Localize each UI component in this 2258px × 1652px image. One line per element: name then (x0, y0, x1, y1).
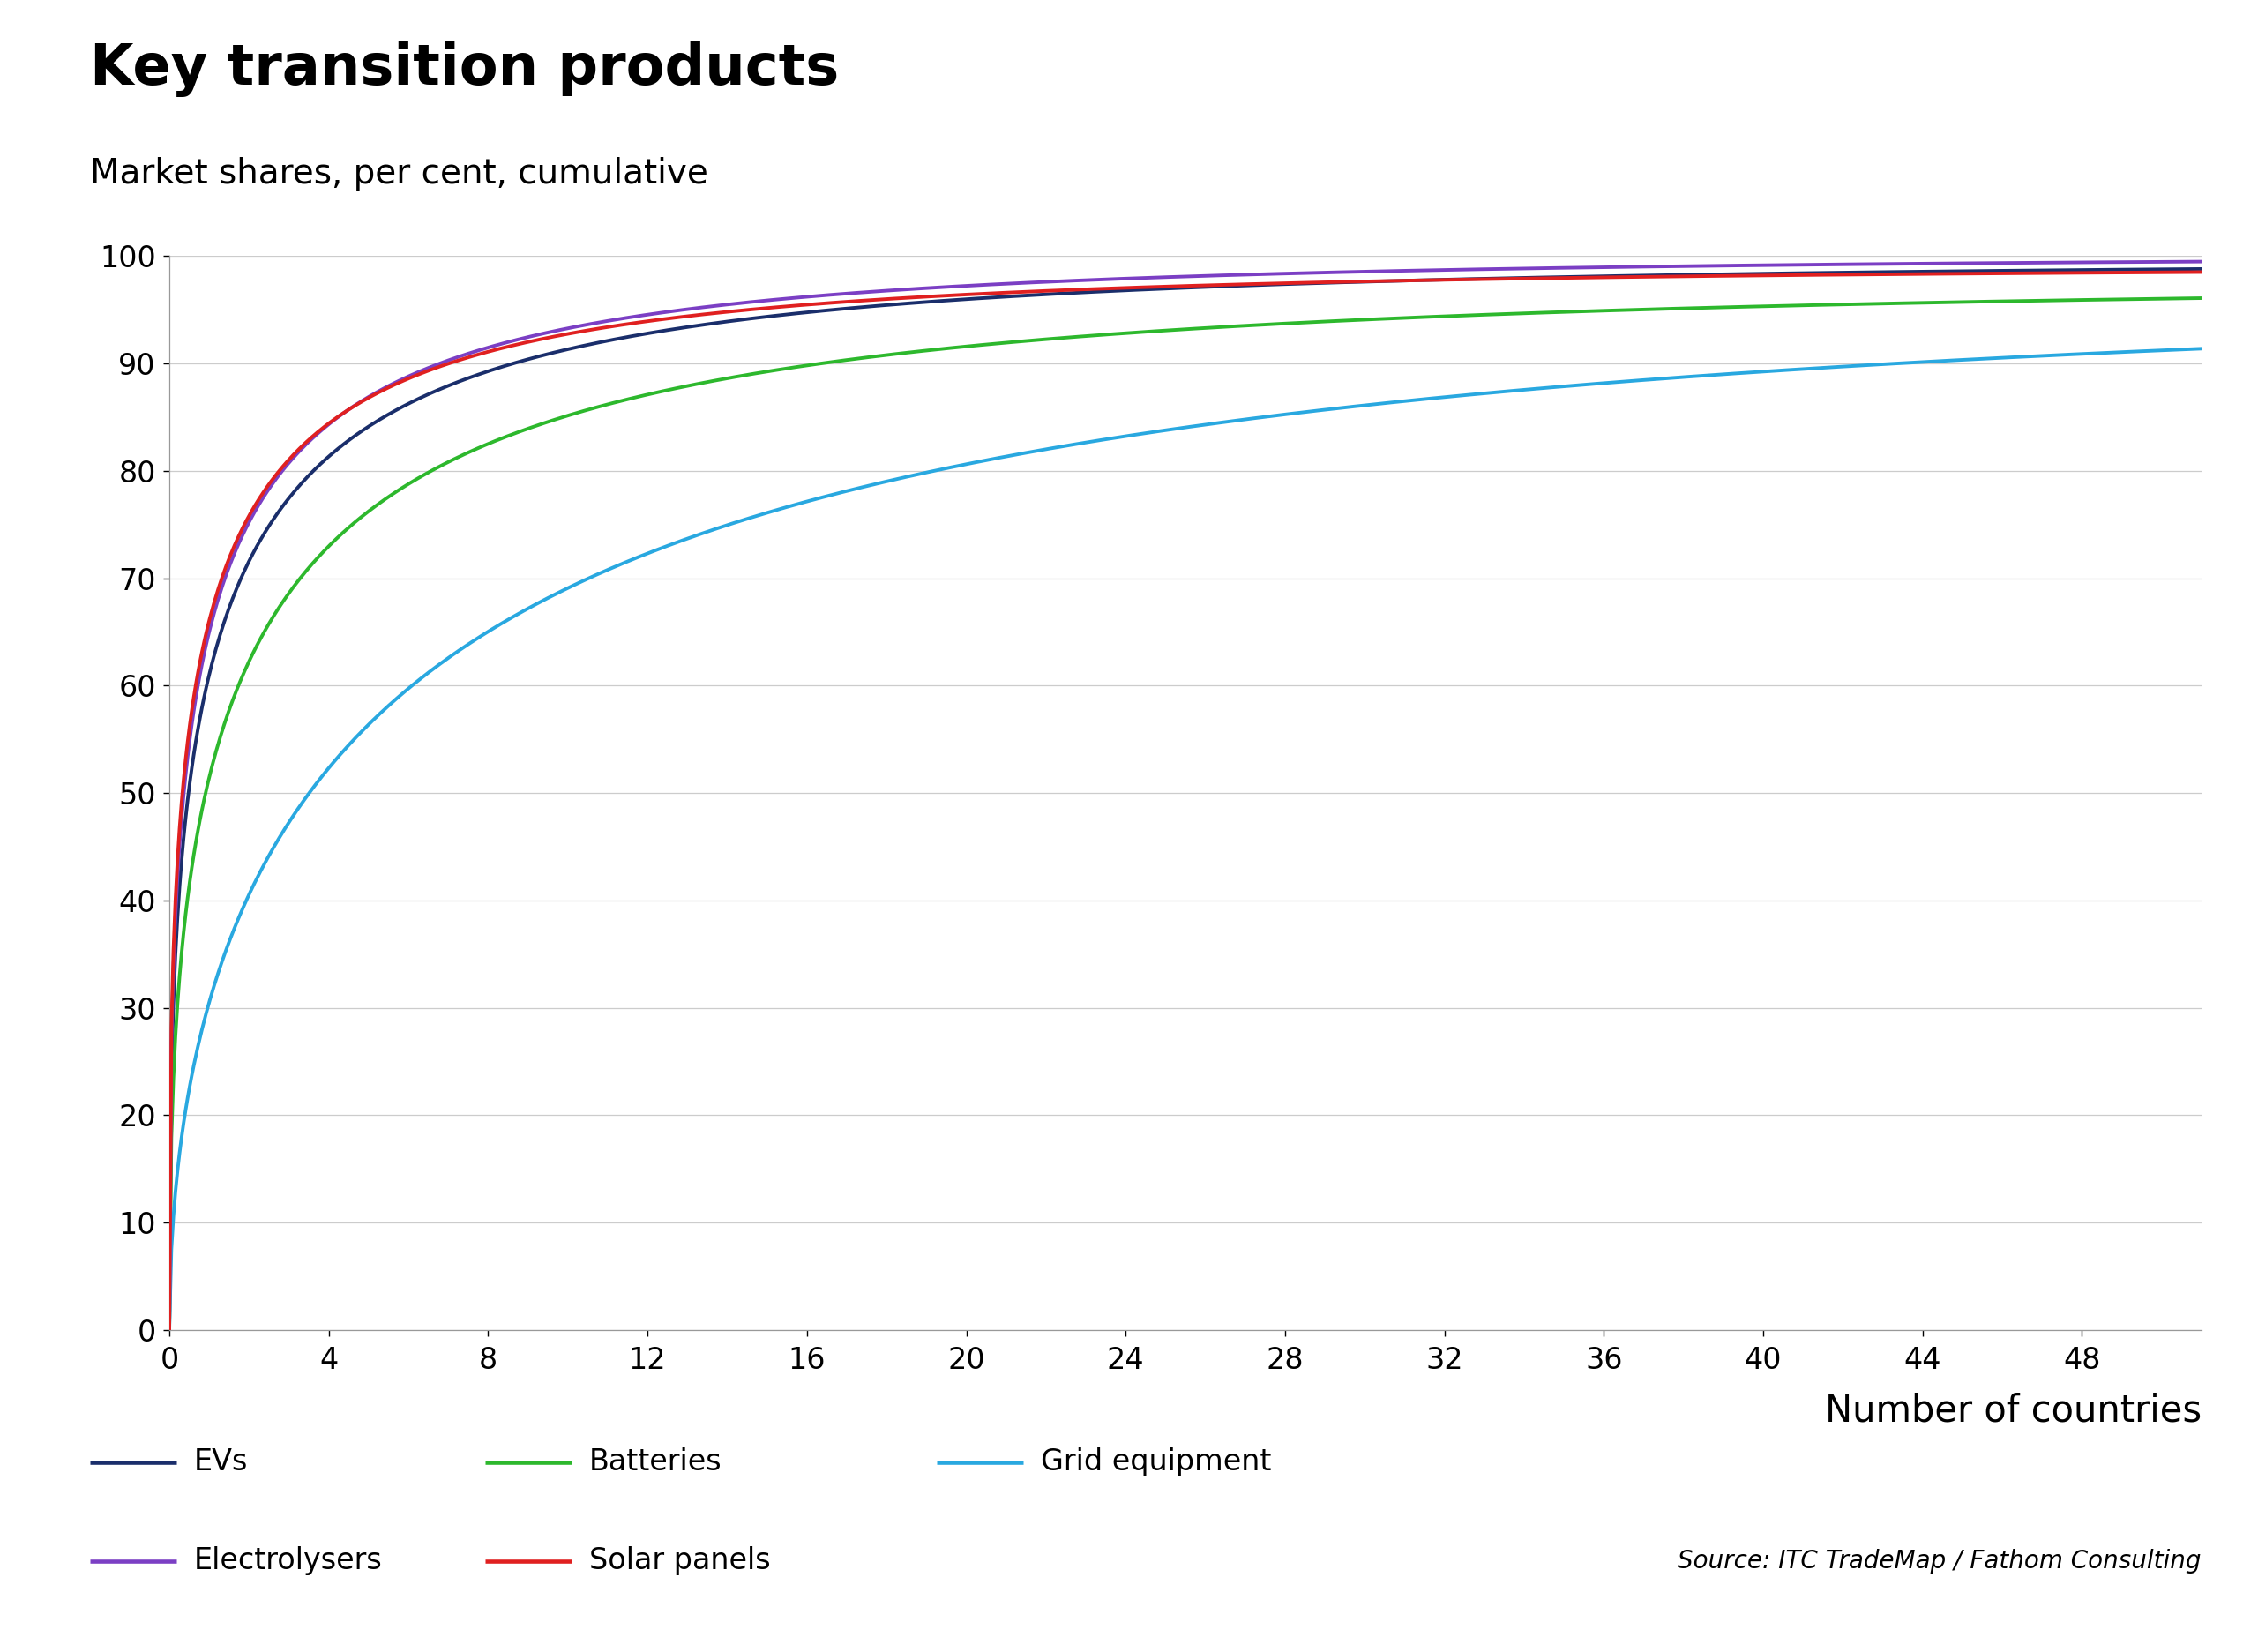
X-axis label: Number of countries: Number of countries (1824, 1393, 2202, 1429)
Electrolysers (978, 274, 1005, 294)
EVs (156, 1320, 183, 1340)
EVs (1741, 264, 1768, 284)
Text: Solar panels: Solar panels (589, 1546, 770, 1576)
Batteries (1741, 297, 1768, 317)
Electrolysers (1741, 256, 1768, 276)
Batteries (1551, 302, 1578, 322)
Grid equipment (1050, 436, 1077, 456)
EVs (2188, 259, 2215, 279)
Text: Grid equipment: Grid equipment (1041, 1447, 1271, 1477)
Solar panels (1551, 268, 1578, 287)
Batteries (978, 334, 1005, 354)
EVs (1050, 284, 1077, 304)
Text: Key transition products: Key transition products (90, 41, 840, 97)
Solar panels (364, 383, 391, 403)
Solar panels (1741, 266, 1768, 286)
Electrolysers (1777, 254, 1804, 274)
Text: Batteries: Batteries (589, 1447, 723, 1477)
Line: EVs: EVs (169, 269, 2202, 1330)
Text: EVs: EVs (194, 1447, 248, 1477)
Electrolysers (156, 1320, 183, 1340)
Electrolysers (364, 382, 391, 401)
Grid equipment (364, 707, 391, 727)
Line: Batteries: Batteries (169, 297, 2202, 1330)
Text: Electrolysers: Electrolysers (194, 1546, 382, 1576)
EVs (1551, 268, 1578, 287)
Solar panels (2188, 263, 2215, 282)
Line: Grid equipment: Grid equipment (169, 349, 2202, 1330)
Grid equipment (1777, 360, 1804, 380)
Solar panels (156, 1320, 183, 1340)
EVs (364, 411, 391, 431)
Grid equipment (978, 449, 1005, 469)
Line: Electrolysers: Electrolysers (169, 261, 2202, 1330)
Grid equipment (1741, 362, 1768, 382)
Text: Source: ITC TradeMap / Fathom Consulting: Source: ITC TradeMap / Fathom Consulting (1678, 1550, 2202, 1573)
EVs (1777, 263, 1804, 282)
Solar panels (978, 284, 1005, 304)
Grid equipment (1551, 377, 1578, 396)
Line: Solar panels: Solar panels (169, 273, 2202, 1330)
Batteries (2188, 287, 2215, 307)
Grid equipment (2188, 339, 2215, 358)
Solar panels (1050, 281, 1077, 301)
Batteries (364, 496, 391, 515)
Batteries (156, 1320, 183, 1340)
Electrolysers (1050, 271, 1077, 291)
Batteries (1050, 327, 1077, 347)
Grid equipment (156, 1320, 183, 1340)
Solar panels (1777, 266, 1804, 286)
Batteries (1777, 296, 1804, 316)
Text: Market shares, per cent, cumulative: Market shares, per cent, cumulative (90, 157, 709, 190)
Electrolysers (2188, 251, 2215, 271)
Electrolysers (1551, 258, 1578, 278)
EVs (978, 287, 1005, 307)
